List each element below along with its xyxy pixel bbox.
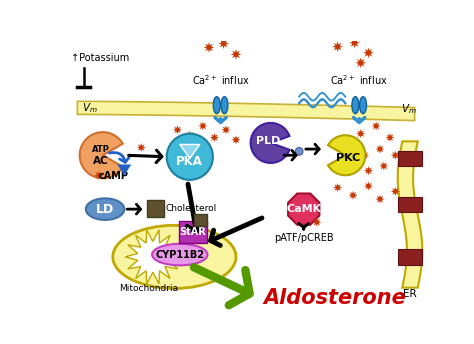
Text: ATP: ATP	[91, 144, 109, 153]
Text: cAMP: cAMP	[99, 171, 128, 181]
Bar	[194, 214, 207, 226]
Polygon shape	[137, 143, 146, 152]
Text: Mitochondria: Mitochondria	[119, 284, 178, 293]
Text: StAR: StAR	[180, 227, 206, 237]
Text: PLD: PLD	[256, 136, 281, 147]
Bar	[179, 222, 207, 243]
Polygon shape	[210, 133, 219, 142]
Wedge shape	[328, 135, 365, 175]
Wedge shape	[251, 123, 290, 163]
Ellipse shape	[86, 198, 124, 220]
Polygon shape	[125, 230, 181, 284]
Polygon shape	[391, 151, 400, 160]
Text: CaMK: CaMK	[286, 204, 321, 214]
Polygon shape	[356, 57, 366, 68]
Polygon shape	[312, 218, 321, 227]
Bar	[398, 197, 422, 212]
Text: AC: AC	[92, 155, 108, 165]
Polygon shape	[398, 141, 422, 288]
Text: $V_m$: $V_m$	[82, 101, 98, 115]
Ellipse shape	[221, 97, 228, 114]
Polygon shape	[349, 37, 360, 48]
Polygon shape	[391, 187, 400, 196]
Circle shape	[295, 148, 303, 155]
Polygon shape	[372, 121, 381, 131]
Circle shape	[167, 134, 213, 180]
Polygon shape	[356, 129, 365, 138]
Polygon shape	[94, 171, 103, 180]
Text: CYP11B2: CYP11B2	[155, 249, 204, 260]
Polygon shape	[379, 161, 389, 171]
Polygon shape	[185, 131, 194, 140]
Polygon shape	[385, 133, 395, 142]
Polygon shape	[363, 47, 374, 58]
Polygon shape	[219, 38, 229, 49]
Text: LD: LD	[96, 203, 114, 216]
Polygon shape	[221, 125, 231, 135]
Polygon shape	[173, 125, 182, 135]
Polygon shape	[332, 41, 343, 52]
Text: PKC: PKC	[336, 152, 360, 163]
Text: Ca$^{2+}$ influx: Ca$^{2+}$ influx	[330, 73, 388, 87]
Bar	[398, 249, 422, 265]
Polygon shape	[231, 49, 241, 60]
Ellipse shape	[352, 97, 359, 114]
Polygon shape	[360, 151, 369, 160]
Text: pATF/pCREB: pATF/pCREB	[273, 233, 333, 243]
Text: $V_m$: $V_m$	[401, 102, 416, 116]
Polygon shape	[180, 144, 200, 158]
Text: ↑Potassium: ↑Potassium	[71, 53, 129, 63]
Ellipse shape	[360, 97, 366, 114]
Polygon shape	[118, 164, 131, 175]
Polygon shape	[198, 121, 208, 131]
Bar	[146, 200, 164, 217]
Text: ER: ER	[403, 289, 417, 299]
Polygon shape	[375, 194, 384, 204]
Polygon shape	[77, 101, 415, 121]
Wedge shape	[80, 132, 123, 178]
Text: Cholesterol: Cholesterol	[166, 204, 217, 213]
Polygon shape	[231, 135, 241, 144]
Ellipse shape	[152, 244, 208, 265]
Polygon shape	[204, 42, 214, 53]
Text: PKA: PKA	[176, 155, 203, 168]
Polygon shape	[288, 193, 319, 225]
Polygon shape	[375, 144, 384, 154]
Polygon shape	[364, 181, 373, 191]
Ellipse shape	[213, 97, 220, 114]
Ellipse shape	[113, 225, 236, 289]
Polygon shape	[348, 191, 358, 200]
Polygon shape	[333, 183, 342, 192]
Polygon shape	[364, 166, 373, 175]
Text: Ca$^{2+}$ influx: Ca$^{2+}$ influx	[192, 73, 249, 87]
Text: Aldosterone: Aldosterone	[263, 289, 406, 309]
Bar	[398, 151, 422, 166]
